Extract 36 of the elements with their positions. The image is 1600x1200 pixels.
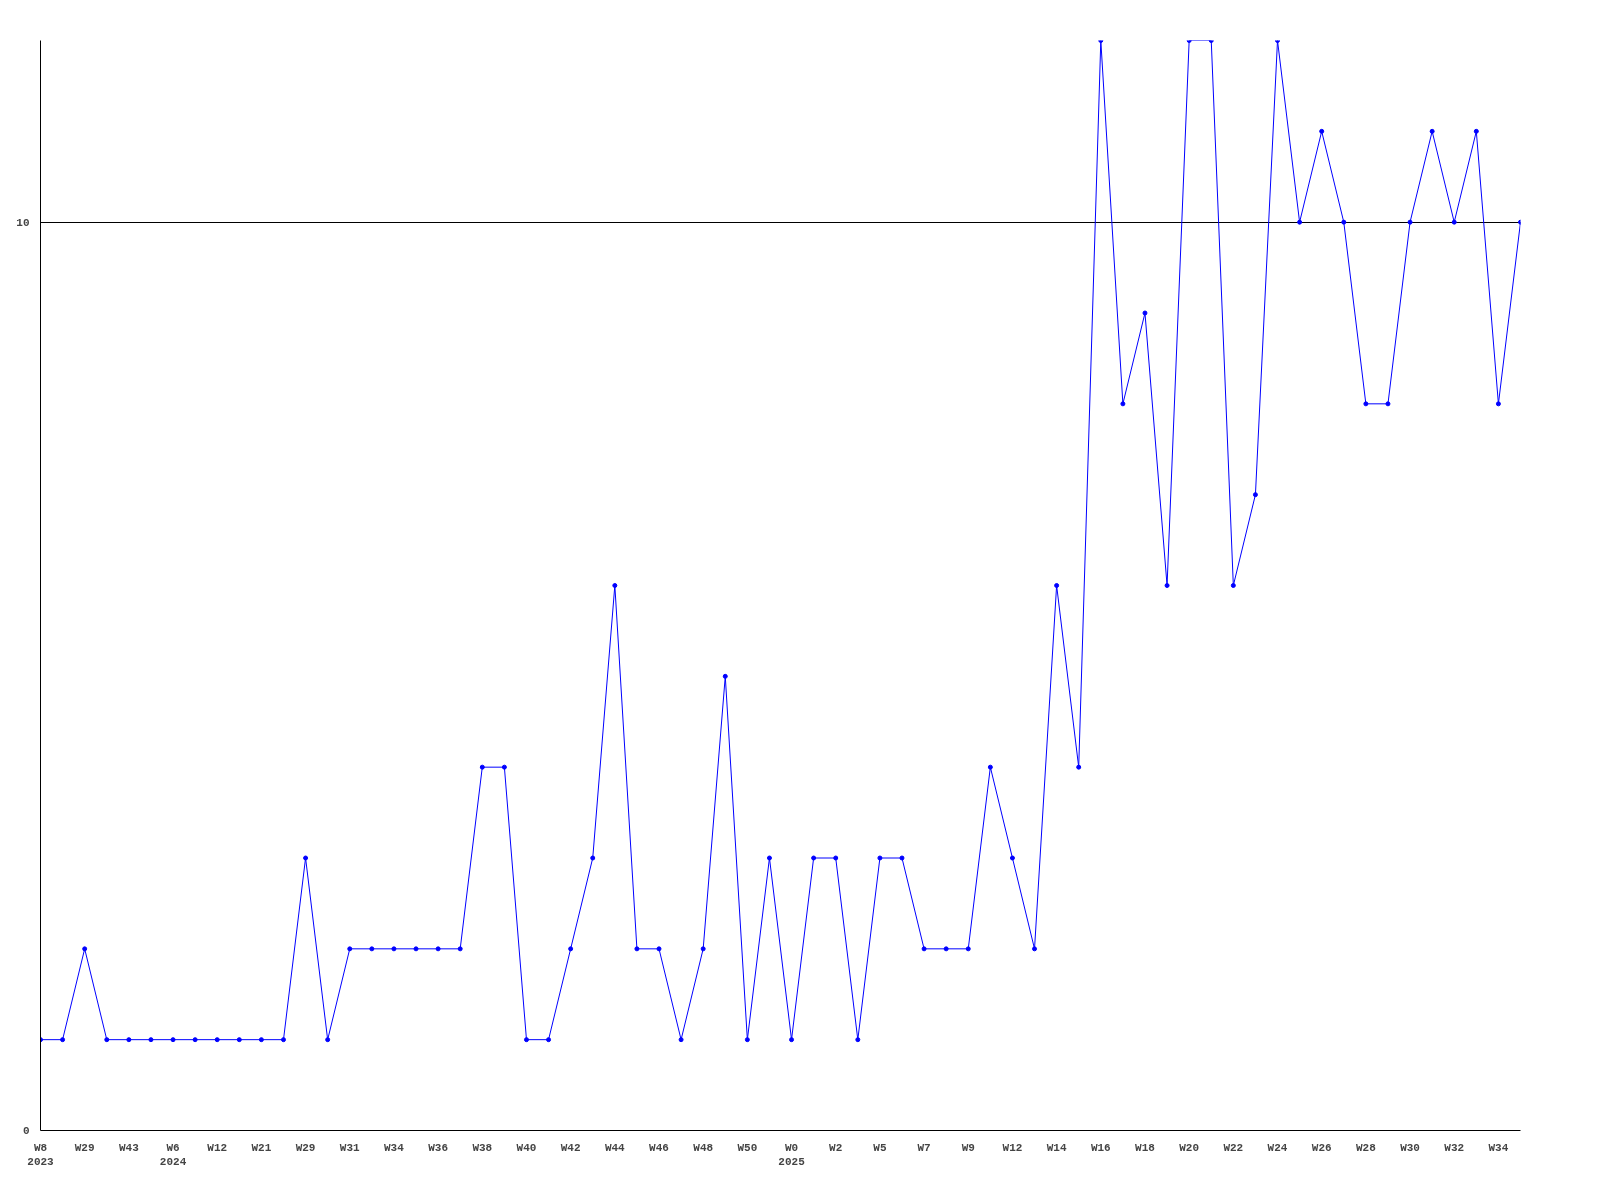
- x-tick-label: W18: [1135, 1141, 1156, 1154]
- x-tick-label: W5: [873, 1141, 887, 1154]
- x-tick-label: W30: [1400, 1141, 1420, 1154]
- x-tick-label: W14: [1046, 1141, 1067, 1154]
- x-tick-label: W40: [516, 1141, 537, 1154]
- x-tick-label: W2: [829, 1141, 843, 1154]
- x-tick-label: W7: [917, 1141, 931, 1154]
- x-tick-label: W34: [384, 1141, 405, 1154]
- x-tick-label: W32: [1444, 1141, 1465, 1154]
- x-tick-label: W21: [251, 1141, 272, 1154]
- x-tick-label: W0 2025: [778, 1141, 806, 1168]
- x-tick-label: W16: [1090, 1141, 1111, 1154]
- x-tick-label: W34: [1488, 1141, 1509, 1154]
- x-tick-label: W8 2023: [27, 1141, 55, 1168]
- x-tick-label: W48: [693, 1141, 714, 1154]
- y-tick-label: 10: [16, 216, 30, 229]
- x-tick-label: W26: [1311, 1141, 1332, 1154]
- x-tick-label: W44: [604, 1141, 626, 1154]
- y-tick-label: 0: [22, 1125, 30, 1137]
- x-tick-label: W9: [961, 1141, 975, 1154]
- x-tick-label: W22: [1223, 1141, 1244, 1154]
- x-tick-label: W6 2024: [159, 1141, 187, 1168]
- x-tick-label: W36: [428, 1141, 449, 1154]
- x-tick-label: W29: [74, 1141, 95, 1154]
- x-tick-label: W38: [472, 1141, 493, 1154]
- x-tick-label: W29: [295, 1141, 316, 1154]
- x-tick-label: W20: [1179, 1141, 1200, 1154]
- x-tick-label: W46: [649, 1141, 669, 1154]
- x-tick-label: W12: [207, 1141, 228, 1154]
- x-tick-label: W28: [1355, 1141, 1377, 1154]
- x-tick-label: W31: [339, 1141, 361, 1154]
- x-tick-label: W50: [737, 1141, 758, 1154]
- x-tick-label: W12: [1002, 1141, 1023, 1154]
- x-tick-label: W24: [1267, 1141, 1288, 1154]
- x-tick-label: W43: [118, 1141, 140, 1154]
- x-tick-label: W42: [560, 1141, 581, 1154]
